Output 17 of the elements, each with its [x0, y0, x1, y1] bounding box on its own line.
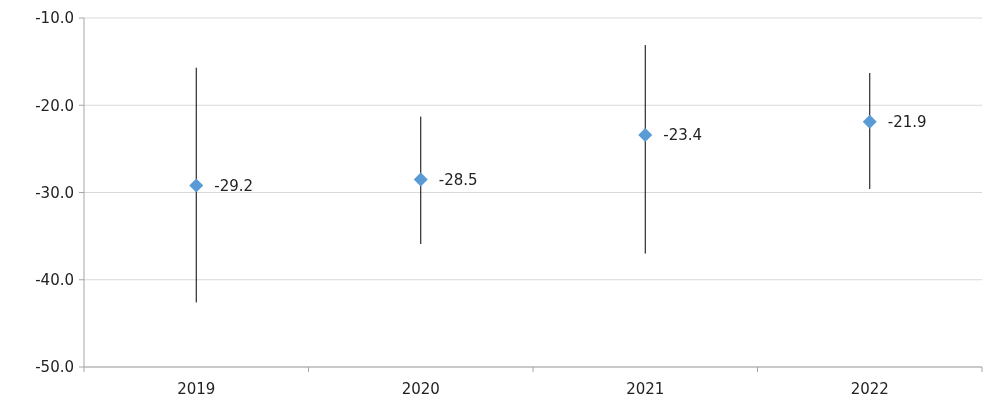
data-label: -23.4: [663, 126, 703, 145]
data-label: -21.9: [887, 113, 927, 132]
y-tick-label: -30.0: [35, 183, 74, 202]
x-tick-label: 2021: [626, 380, 665, 398]
y-tick-label: -10.0: [35, 9, 74, 28]
data-label: -28.5: [438, 170, 478, 189]
point: [638, 127, 653, 142]
point: [189, 178, 204, 193]
point: [413, 172, 428, 187]
y-tick-label: -20.0: [35, 96, 74, 115]
y-tick-label: -50.0: [35, 358, 74, 377]
point: [862, 114, 877, 129]
y-tick-label: -40.0: [35, 271, 74, 289]
x-tick-label: 2022: [850, 380, 889, 398]
x-tick-label: 2020: [401, 380, 440, 398]
x-tick-label: 2019: [177, 380, 216, 398]
data-label: -29.2: [214, 176, 254, 195]
